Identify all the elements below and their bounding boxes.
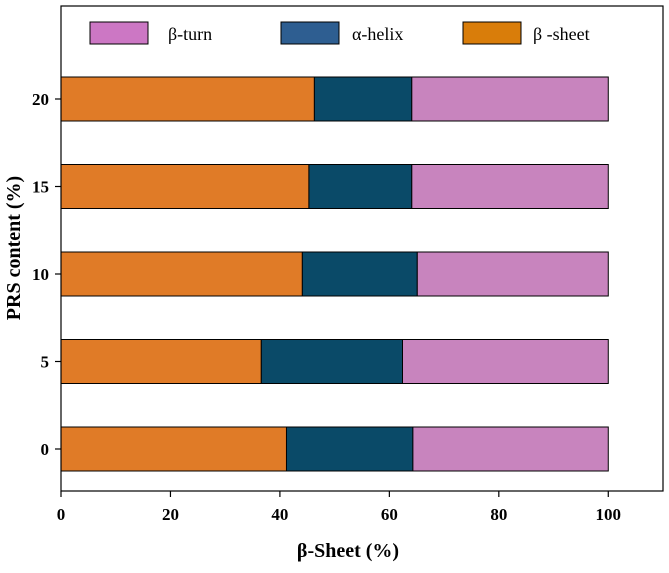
bar-beta-sheet-prs-15 — [60, 164, 310, 209]
bar-beta-turn-prs-15 — [411, 164, 609, 209]
bar-beta-sheet-prs-10 — [60, 251, 303, 297]
y-tick-label-10: 10 — [32, 265, 49, 284]
y-tick-label-20: 20 — [32, 90, 49, 109]
bar-beta-sheet-prs-0 — [60, 426, 287, 472]
legend-label-alpha-helix: α-helix — [352, 24, 403, 44]
ticks-layer: 0 5 10 15 20 0 20 40 60 80 100 — [32, 90, 621, 524]
bar-alpha-helix-prs-10 — [301, 251, 418, 297]
x-axis-title: β-Sheet (%) — [297, 540, 399, 562]
x-tick-label-40: 40 — [271, 505, 288, 524]
legend-swatch-alpha-helix — [280, 21, 340, 45]
bar-alpha-helix-prs-5 — [260, 339, 403, 384]
bar-beta-turn-prs-20 — [411, 76, 609, 122]
y-tick-label-15: 15 — [32, 178, 49, 197]
legend-swatch-beta-turn — [89, 21, 149, 45]
legend-label-beta-turn: β-turn — [168, 24, 212, 44]
bar-beta-sheet-prs-20 — [60, 76, 315, 122]
bar-beta-turn-prs-10 — [416, 251, 609, 297]
bars-layer — [60, 76, 609, 472]
legend-label-beta-sheet: β -sheet — [533, 24, 590, 44]
bar-beta-turn-prs-0 — [412, 426, 609, 472]
x-tick-label-80: 80 — [490, 505, 507, 524]
bar-alpha-helix-prs-15 — [308, 164, 413, 209]
legend-swatch-beta-sheet — [462, 21, 522, 45]
y-axis-title: PRS content (%) — [3, 176, 25, 320]
x-tick-label-20: 20 — [162, 505, 179, 524]
legend: β-turn α-helix β -sheet — [89, 21, 590, 45]
y-tick-label-5: 5 — [41, 353, 50, 372]
bar-alpha-helix-prs-0 — [285, 426, 414, 472]
bar-beta-sheet-prs-5 — [60, 339, 262, 384]
bar-alpha-helix-prs-20 — [313, 76, 413, 122]
y-tick-label-0: 0 — [41, 440, 50, 459]
bar-beta-turn-prs-5 — [401, 339, 609, 384]
x-tick-label-0: 0 — [57, 505, 66, 524]
plot-frame — [60, 5, 664, 492]
x-tick-label-100: 100 — [596, 505, 622, 524]
axes-layer — [60, 5, 664, 492]
x-tick-label-60: 60 — [381, 505, 398, 524]
